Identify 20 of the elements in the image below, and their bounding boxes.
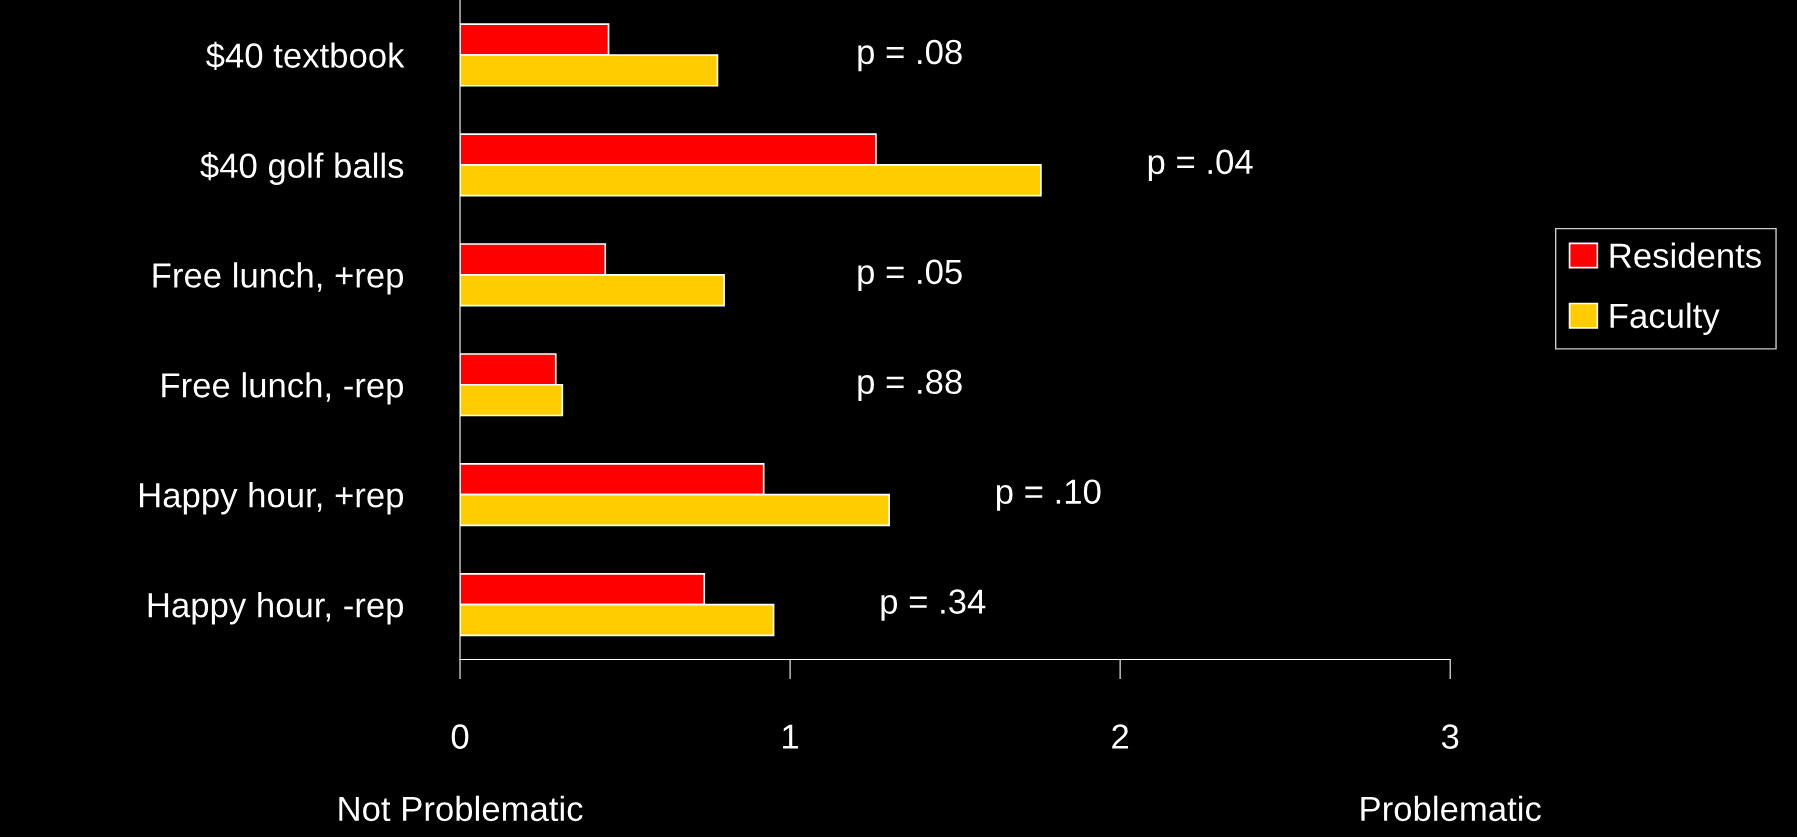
annotation: p = .05 [858, 259, 962, 291]
x-tick-label: 1 [783, 724, 799, 749]
y-tick-label: Happy hour, -rep [148, 592, 404, 625]
text: Not Problematic [339, 795, 583, 822]
annotation: p = .04 [1148, 149, 1253, 182]
annotation: p = .10 [996, 479, 1101, 511]
annotation: p = .34 [881, 589, 986, 621]
y-tick-label: $40 textbook [206, 41, 405, 70]
legend-label: Residents [1610, 242, 1761, 269]
x-tick-label: 2 [1112, 724, 1129, 749]
legend-label: Faculty [1610, 302, 1720, 336]
y-tick-label: Happy hour, +rep [139, 482, 404, 515]
x-tick-label: 3 [1441, 724, 1459, 749]
y-tick-label: $40 golf balls [200, 152, 404, 185]
annotation: p = .88 [858, 369, 962, 401]
annotation: p = .08 [858, 39, 962, 72]
y-tick-label: Free lunch, +rep [153, 262, 404, 295]
text: Problematic [1361, 795, 1541, 822]
y-tick-label: Free lunch, -rep [162, 372, 404, 405]
x-tick-label: 0 [451, 724, 469, 749]
